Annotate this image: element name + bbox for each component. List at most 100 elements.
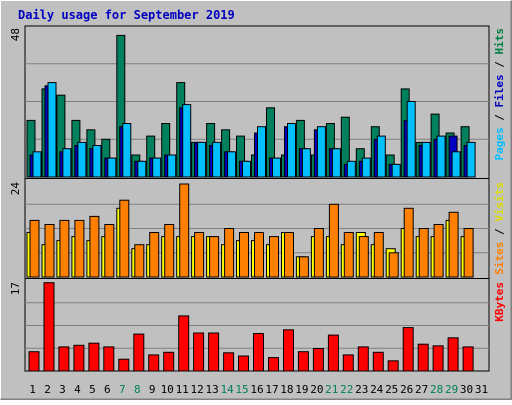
- bar-kbytes-day-17: [268, 357, 279, 372]
- y-max-label-kbytes: 17: [9, 282, 22, 295]
- right-label-segment: Pages: [493, 127, 506, 160]
- x-tick-label: 9: [149, 383, 156, 396]
- bar-sites-day-26: [403, 207, 414, 278]
- bar-sites-day-4: [74, 219, 85, 278]
- bar-sites-day-22: [343, 232, 354, 278]
- bar-sites-day-12: [194, 232, 205, 278]
- bar-sites-day-28: [433, 224, 444, 278]
- x-tick-label: 11: [176, 383, 189, 396]
- bar-sites-day-13: [209, 236, 220, 278]
- bar-kbytes-day-20: [312, 348, 324, 372]
- y-max-label-hits-files-pages: 48: [9, 28, 22, 41]
- x-tick-label: 22: [340, 383, 353, 396]
- bar-kbytes-day-15: [238, 355, 249, 372]
- bar-sites-day-14: [224, 228, 235, 278]
- right-label-segment: Hits: [493, 28, 506, 55]
- bar-sites-day-17: [269, 236, 279, 278]
- bar-sites-day-11: [179, 183, 190, 278]
- x-tick-label: 1: [29, 383, 36, 396]
- bar-kbytes-day-26: [402, 327, 414, 372]
- bar-kbytes-day-8: [133, 333, 145, 372]
- bar-sites-day-5: [89, 215, 100, 278]
- bar-kbytes-day-18: [283, 329, 294, 372]
- bar-pages-day-1: [32, 151, 42, 178]
- bar-pages-day-25: [391, 163, 401, 178]
- bar-pages-day-28: [436, 135, 446, 178]
- bar-kbytes-day-11: [178, 315, 190, 372]
- y-max-label-visits-sites: 24: [9, 182, 22, 196]
- bar-kbytes-day-21: [327, 334, 339, 372]
- x-tick-label: 16: [250, 383, 263, 396]
- x-tick-label: 23: [355, 383, 368, 396]
- x-tick-label: 2: [44, 383, 51, 396]
- bar-kbytes-day-6: [103, 346, 115, 372]
- bar-pages-day-15: [242, 160, 251, 178]
- bar-pages-day-23: [361, 157, 371, 178]
- bar-sites-day-29: [448, 211, 459, 278]
- right-label-visits-sites: Sites / Visits: [493, 182, 506, 275]
- x-tick-label: 13: [205, 383, 218, 396]
- right-label-segment: /: [493, 55, 506, 75]
- bar-sites-day-21: [328, 203, 339, 278]
- bar-pages-day-26: [406, 101, 416, 178]
- x-tick-label: 12: [190, 383, 203, 396]
- bar-pages-day-18: [287, 123, 296, 178]
- bar-pages-day-29: [451, 151, 461, 178]
- x-tick-label: 21: [325, 383, 338, 396]
- bar-pages-day-7: [122, 123, 132, 178]
- bar-pages-day-8: [137, 160, 147, 178]
- x-tick-label: 31: [475, 383, 488, 396]
- bar-kbytes-day-14: [223, 352, 235, 372]
- bar-pages-day-22: [346, 160, 356, 178]
- bar-pages-day-9: [152, 157, 162, 178]
- bar-kbytes-day-5: [88, 342, 100, 372]
- bar-kbytes-day-23: [357, 346, 369, 372]
- x-tick-label: 20: [310, 383, 323, 396]
- bar-pages-day-2: [47, 82, 57, 178]
- bar-sites-day-18: [284, 232, 294, 278]
- right-label-segment: /: [493, 108, 506, 128]
- bar-pages-day-4: [77, 141, 87, 178]
- bar-pages-day-20: [316, 126, 326, 178]
- bar-pages-day-30: [466, 141, 476, 178]
- x-tick-label: 17: [265, 383, 278, 396]
- bar-sites-day-2: [44, 224, 55, 278]
- bar-kbytes-day-16: [253, 333, 264, 372]
- bar-sites-day-16: [254, 232, 264, 278]
- x-tick-label: 29: [445, 383, 458, 396]
- bar-kbytes-day-13: [208, 332, 220, 372]
- x-tick-label: 15: [235, 383, 248, 396]
- plot-area: [24, 25, 490, 372]
- bar-kbytes-day-27: [417, 343, 429, 372]
- bar-kbytes-day-30: [462, 346, 474, 372]
- bar-pages-day-6: [107, 157, 117, 178]
- bar-kbytes-day-7: [118, 358, 130, 372]
- right-label-segment: Sites: [493, 242, 506, 275]
- bar-pages-day-21: [331, 148, 341, 178]
- bar-pages-day-3: [62, 148, 72, 178]
- bar-pages-day-27: [421, 141, 431, 178]
- bar-kbytes-day-24: [372, 351, 384, 372]
- x-tick-label: 30: [460, 383, 473, 396]
- bar-kbytes-day-28: [432, 345, 444, 372]
- bar-kbytes-day-12: [193, 332, 205, 372]
- x-tick-label: 4: [74, 383, 81, 396]
- bar-sites-day-24: [373, 232, 384, 278]
- bar-pages-day-10: [167, 154, 177, 178]
- x-tick-label: 18: [280, 383, 293, 396]
- bar-pages-day-11: [182, 104, 192, 178]
- bar-sites-day-25: [388, 252, 399, 278]
- bar-sites-day-1: [29, 219, 40, 278]
- right-label-hits-files-pages: Pages / Files / Hits: [493, 28, 506, 161]
- bar-sites-day-10: [164, 224, 175, 278]
- bar-sites-day-23: [358, 236, 369, 278]
- bar-pages-day-24: [376, 135, 386, 178]
- right-label-segment: Files: [493, 74, 506, 107]
- bar-kbytes-day-10: [163, 351, 175, 372]
- right-label-kbytes: KBytes: [493, 282, 506, 322]
- bar-sites-day-6: [104, 224, 115, 278]
- bar-kbytes-day-3: [58, 346, 70, 372]
- bar-pages-day-19: [301, 148, 311, 178]
- chart-title: Daily usage for September 2019: [18, 8, 235, 22]
